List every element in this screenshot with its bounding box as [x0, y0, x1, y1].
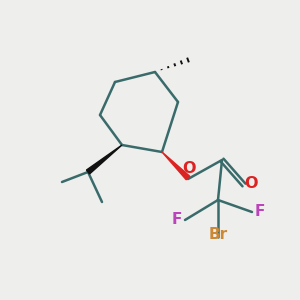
Text: O: O [182, 161, 196, 176]
Text: Br: Br [208, 227, 228, 242]
Text: F: F [255, 203, 265, 218]
Polygon shape [162, 152, 190, 180]
Polygon shape [86, 145, 122, 174]
Text: O: O [244, 176, 258, 191]
Text: F: F [172, 212, 182, 226]
